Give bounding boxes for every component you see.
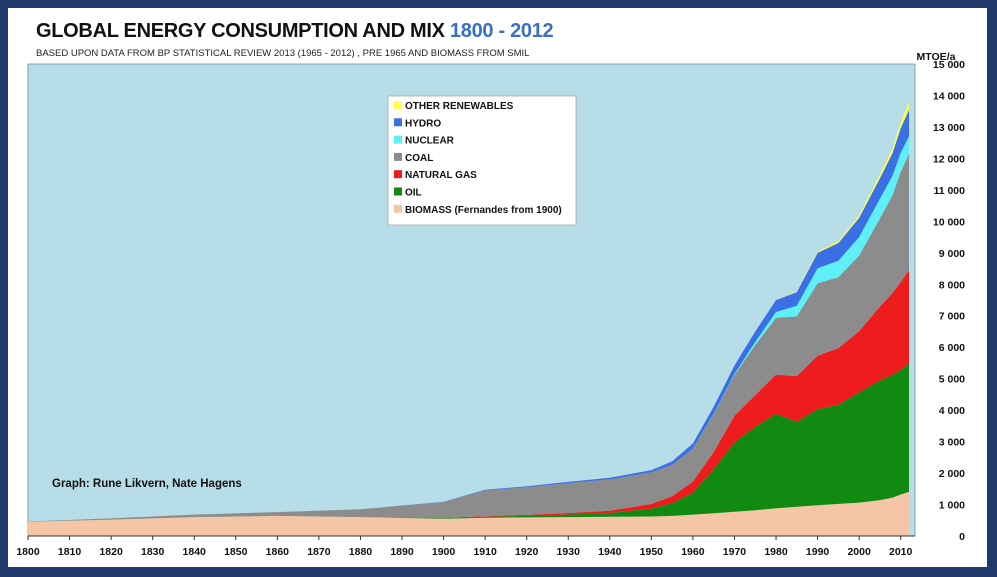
y-tick-label: 1 000 bbox=[939, 500, 965, 512]
chart-title: GLOBAL ENERGY CONSUMPTION AND MIX 1800 -… bbox=[36, 20, 554, 43]
x-axis: 1800 1810 1820 1830 1840 1850 1860 1870 1880 1890… bbox=[16, 535, 915, 558]
y-tick-label: 15 000 bbox=[933, 59, 965, 71]
y-tick-label: 5 000 bbox=[939, 374, 965, 386]
y-tick-label: 6 000 bbox=[939, 342, 965, 354]
y-tick-label: 4 000 bbox=[939, 405, 965, 417]
x-tick-label: 1950 bbox=[640, 546, 664, 558]
y-tick-label: 10 000 bbox=[933, 216, 965, 228]
legend-label-coal: COAL bbox=[405, 153, 433, 164]
y-tick-label: 13 000 bbox=[933, 122, 965, 134]
y-tick-label: 14 000 bbox=[933, 90, 965, 102]
x-tick-label: 1890 bbox=[390, 546, 414, 558]
x-tick-label: 1990 bbox=[806, 546, 830, 558]
y-tick-label: 11 000 bbox=[933, 185, 965, 197]
legend-box bbox=[387, 95, 577, 226]
y-tick-label: 9 000 bbox=[939, 248, 965, 260]
chart-frame: GLOBAL ENERGY CONSUMPTION AND MIX 1800 -… bbox=[8, 8, 987, 567]
legend-label-other-renewables: OTHER RENEWABLES bbox=[405, 101, 514, 112]
legend-swatch-hydro bbox=[394, 118, 402, 127]
legend-swatch-biomass bbox=[394, 204, 402, 213]
area-series-group bbox=[28, 102, 909, 536]
x-tick-label: 1980 bbox=[764, 546, 788, 558]
x-tick-label: 1920 bbox=[515, 546, 539, 558]
graph-credit: Graph: Rune Likvern, Nate Hagens bbox=[52, 478, 242, 490]
x-tick-label: 1900 bbox=[432, 546, 456, 558]
y-tick-label: 8 000 bbox=[939, 279, 965, 291]
y-tick-label: 12 000 bbox=[933, 153, 965, 165]
x-tick-label: 1960 bbox=[681, 546, 705, 558]
legend-label-nuclear: NUCLEAR bbox=[405, 136, 455, 147]
title-main: GLOBAL ENERGY CONSUMPTION AND MIX bbox=[36, 20, 445, 42]
legend-swatch-nuclear bbox=[394, 135, 402, 144]
legend-label-hydro: HYDRO bbox=[405, 118, 441, 129]
x-tick-label: 1910 bbox=[473, 546, 497, 558]
area-biomass bbox=[28, 491, 909, 536]
x-tick-label: 1880 bbox=[349, 546, 373, 558]
x-tick-label: 1940 bbox=[598, 546, 622, 558]
x-tick-label: 1820 bbox=[99, 546, 123, 558]
legend-swatch-coal bbox=[394, 152, 402, 161]
x-tick-label: 1970 bbox=[723, 546, 747, 558]
x-tick-label: 1870 bbox=[307, 546, 331, 558]
legend-swatch-natural-gas bbox=[394, 170, 402, 179]
y-tick-label: 0 bbox=[959, 531, 965, 543]
legend-items: OTHER RENEWABLES HYDRO NUCLEAR COAL NATURAL … bbox=[394, 101, 562, 216]
x-tick-label: 2010 bbox=[889, 546, 913, 558]
legend-label-oil: OIL bbox=[405, 188, 422, 199]
legend-swatch-other-renewables bbox=[394, 101, 402, 109]
legend-label-natural-gas: NATURAL GAS bbox=[405, 170, 477, 181]
legend-label-biomass: BIOMASS (Fernandes from 1900) bbox=[405, 205, 562, 216]
y-tick-label: 2 000 bbox=[939, 468, 965, 480]
x-tick-label: 2000 bbox=[847, 546, 871, 558]
x-tick-label: 1810 bbox=[58, 546, 82, 558]
energy-chart: 1800 1810 1820 1830 1840 1850 1860 1870 1880 1890… bbox=[16, 51, 965, 558]
x-tick-label: 1850 bbox=[224, 546, 248, 558]
y-axis: 0 1 000 2 000 3 000 4 000 5 000 6 000 7 000 8 00… bbox=[933, 59, 965, 543]
y-axis-label: MTOE/a bbox=[917, 51, 956, 63]
x-tick-label: 1800 bbox=[16, 546, 40, 558]
x-tick-label: 1930 bbox=[557, 546, 581, 558]
legend-swatch-oil bbox=[394, 187, 402, 196]
y-tick-label: 3 000 bbox=[939, 437, 965, 449]
x-tick-label: 1860 bbox=[266, 546, 290, 558]
chart-subtitle: BASED UPON DATA FROM BP STATISTICAL REVI… bbox=[36, 48, 530, 59]
title-years: 1800 - 2012 bbox=[449, 20, 554, 42]
x-tick-label: 1840 bbox=[183, 546, 207, 558]
legend: OTHER RENEWABLES HYDRO NUCLEAR COAL NATURAL … bbox=[387, 95, 577, 226]
x-tick-label: 1830 bbox=[141, 546, 165, 558]
y-tick-label: 7 000 bbox=[939, 311, 965, 323]
